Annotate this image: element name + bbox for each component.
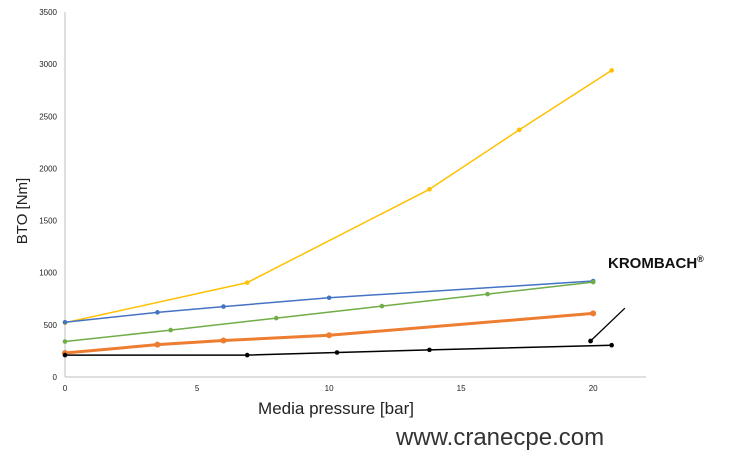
- data-point: [590, 279, 596, 285]
- y-tick-label: 3500: [39, 8, 57, 17]
- data-point: [427, 347, 432, 353]
- x-tick-label: 0: [63, 384, 68, 393]
- y-axis-label: BTO [Nm]: [14, 178, 31, 244]
- y-tick-label: 1500: [39, 217, 57, 226]
- data-point: [609, 342, 614, 348]
- y-tick-labels: 0 500 1000 1500 2000 2500 3000 3500: [39, 8, 57, 382]
- data-point: [427, 186, 432, 192]
- data-point: [244, 280, 250, 285]
- annotation-text: KROMBACH: [608, 255, 697, 272]
- data-point: [273, 315, 279, 321]
- y-tick-label: 1000: [39, 269, 57, 278]
- data-point: [220, 337, 227, 344]
- x-tick-label: 15: [457, 384, 466, 393]
- data-point: [326, 332, 333, 339]
- y-tick-label: 0: [53, 373, 58, 382]
- data-point: [62, 352, 68, 358]
- series-5: [62, 342, 614, 358]
- series-line: [64, 280, 594, 323]
- krombach-annotation: KROMBACH®: [588, 254, 704, 344]
- data-point: [326, 295, 332, 301]
- x-axis-label: Media pressure [bar]: [258, 399, 414, 418]
- series-1: [62, 68, 614, 326]
- data-point: [154, 341, 161, 348]
- data-point: [516, 127, 522, 133]
- data-point: [590, 310, 597, 317]
- series-4: [62, 310, 597, 357]
- data-point: [155, 310, 160, 315]
- watermark-url: www.cranecpe.com: [395, 424, 604, 450]
- data-point: [609, 68, 614, 73]
- series-layer: [62, 68, 614, 358]
- annotation-registered-mark: ®: [697, 254, 704, 264]
- y-tick-label: 500: [44, 321, 58, 330]
- data-point: [221, 304, 226, 309]
- data-point: [168, 327, 173, 333]
- y-tick-label: 2500: [39, 112, 57, 121]
- x-tick-label: 10: [325, 384, 334, 393]
- data-point: [62, 319, 68, 325]
- data-point: [62, 339, 68, 344]
- series-2: [62, 278, 596, 325]
- x-tick-label: 5: [195, 384, 200, 393]
- series-3: [62, 279, 596, 344]
- x-tick-label: 20: [589, 384, 598, 393]
- x-tick-labels: 0 5 10 15 20: [63, 384, 598, 393]
- data-point: [485, 291, 490, 297]
- annotation-dot: [588, 338, 593, 344]
- y-tick-label: 2000: [39, 164, 57, 173]
- data-point: [379, 303, 385, 309]
- data-point: [334, 350, 340, 355]
- series-line: [64, 281, 594, 343]
- y-tick-label: 3000: [39, 60, 57, 69]
- x-axis: 0 5 10 15 20: [63, 376, 646, 393]
- annotation-label: KROMBACH®: [608, 254, 704, 272]
- annotation-line: [590, 307, 626, 342]
- y-axis: 0 500 1000 1500 2000 2500 3000 3500: [39, 8, 66, 382]
- data-point: [244, 352, 250, 358]
